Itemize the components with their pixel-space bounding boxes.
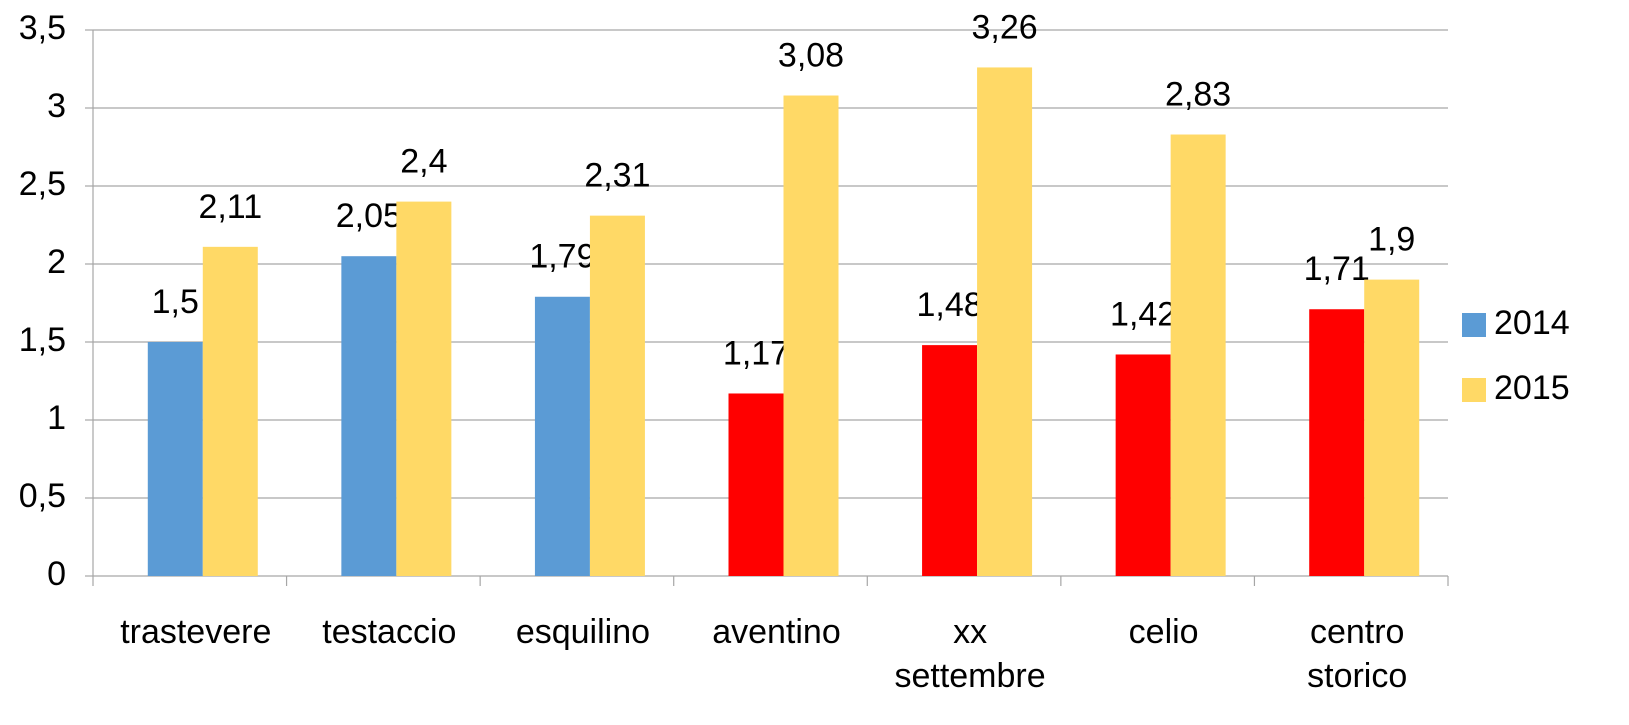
legend-label: 2014 [1494,304,1570,342]
data-label: 1,71 [1304,250,1370,288]
bar [202,246,258,576]
data-label: 2,83 [1165,76,1231,114]
bar [589,215,645,576]
y-tick-label: 2 [47,243,66,281]
legend-swatch [1462,313,1486,337]
data-label: 2,11 [198,188,262,226]
y-tick-label: 2,5 [19,165,66,203]
y-tick-label: 1 [47,399,66,437]
bar [1364,279,1420,576]
data-label: 1,9 [1368,221,1415,259]
y-tick-label: 3,5 [19,9,66,47]
y-tick-label: 3 [47,87,66,125]
bar [147,342,203,576]
data-label: 3,26 [971,8,1037,46]
x-tick-label: celio [1128,613,1199,651]
data-label: 3,08 [778,37,844,75]
y-tick-label: 0 [47,555,66,593]
bar [1309,309,1365,576]
legend-label: 2015 [1494,369,1570,407]
data-label: 1,48 [916,286,982,324]
bar [1170,134,1226,576]
data-label: 1,17 [723,334,789,372]
bar [341,256,397,576]
data-label: 1,42 [1110,295,1176,333]
bar [783,95,839,577]
y-tick-label: 0,5 [19,477,66,515]
bar [1115,354,1171,576]
bar [534,296,590,576]
bar [396,201,452,576]
legend-swatch [1462,378,1486,402]
data-label: 2,05 [336,197,402,235]
y-tick-label: 1,5 [19,321,66,359]
bar [922,345,978,576]
x-tick-label: testaccio [322,613,457,651]
bar [977,67,1033,576]
data-label: 2,4 [400,143,447,181]
x-tick-label: xx settembre [894,613,1046,695]
x-tick-label: esquilino [515,613,651,651]
x-tick-label: aventino [712,613,841,651]
bar [728,393,784,576]
data-label: 2,31 [584,157,650,195]
x-tick-label: centro storico [1307,613,1408,695]
x-tick-label: trastevere [120,613,272,651]
data-label: 1,79 [529,238,595,276]
data-label: 1,5 [152,283,199,321]
